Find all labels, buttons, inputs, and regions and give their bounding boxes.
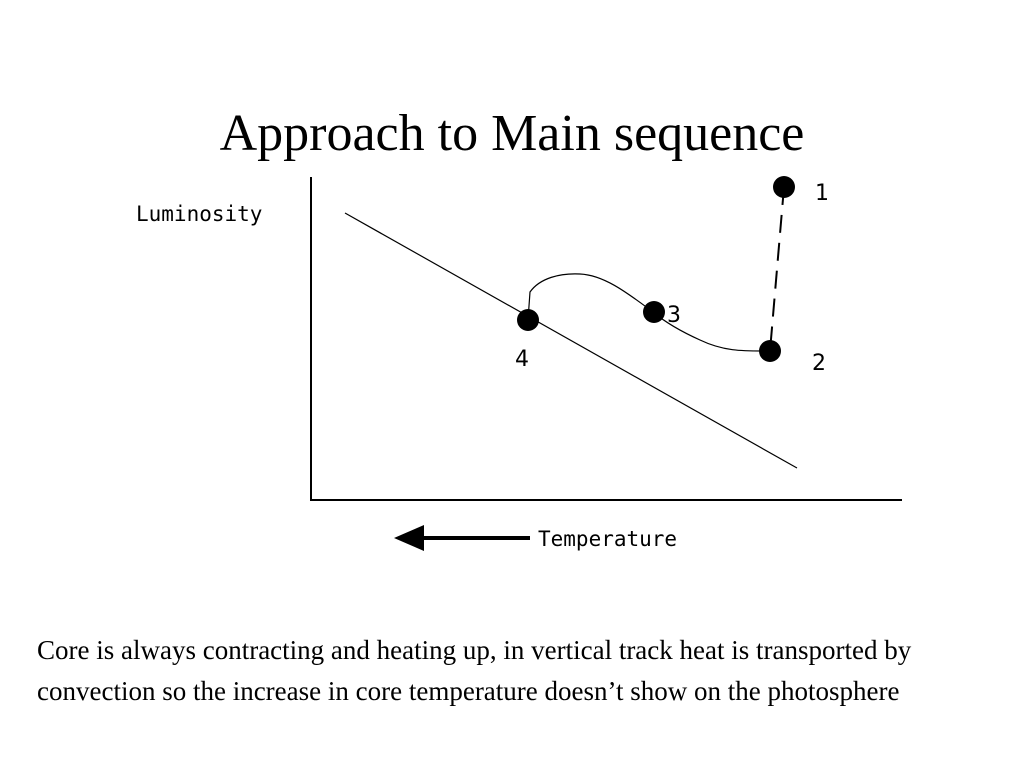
y-axis-label: Luminosity xyxy=(136,202,262,226)
point-3-label: 3 xyxy=(667,303,681,328)
caption-text: Core is always contracting and heating u… xyxy=(37,635,912,706)
point-1-marker xyxy=(773,176,795,198)
point-3-marker xyxy=(643,301,665,323)
slide-title: Approach to Main sequence xyxy=(219,105,805,162)
x-axis-label: Temperature xyxy=(538,527,677,551)
left-arrow-icon xyxy=(394,525,530,551)
point-2-label: 2 xyxy=(812,351,826,376)
point-2-marker xyxy=(759,340,781,362)
vertical-track xyxy=(769,186,785,352)
point-1-label: 1 xyxy=(815,181,829,206)
point-4-label: 4 xyxy=(515,347,529,372)
point-4-marker xyxy=(517,309,539,331)
main-sequence-line xyxy=(344,212,798,469)
